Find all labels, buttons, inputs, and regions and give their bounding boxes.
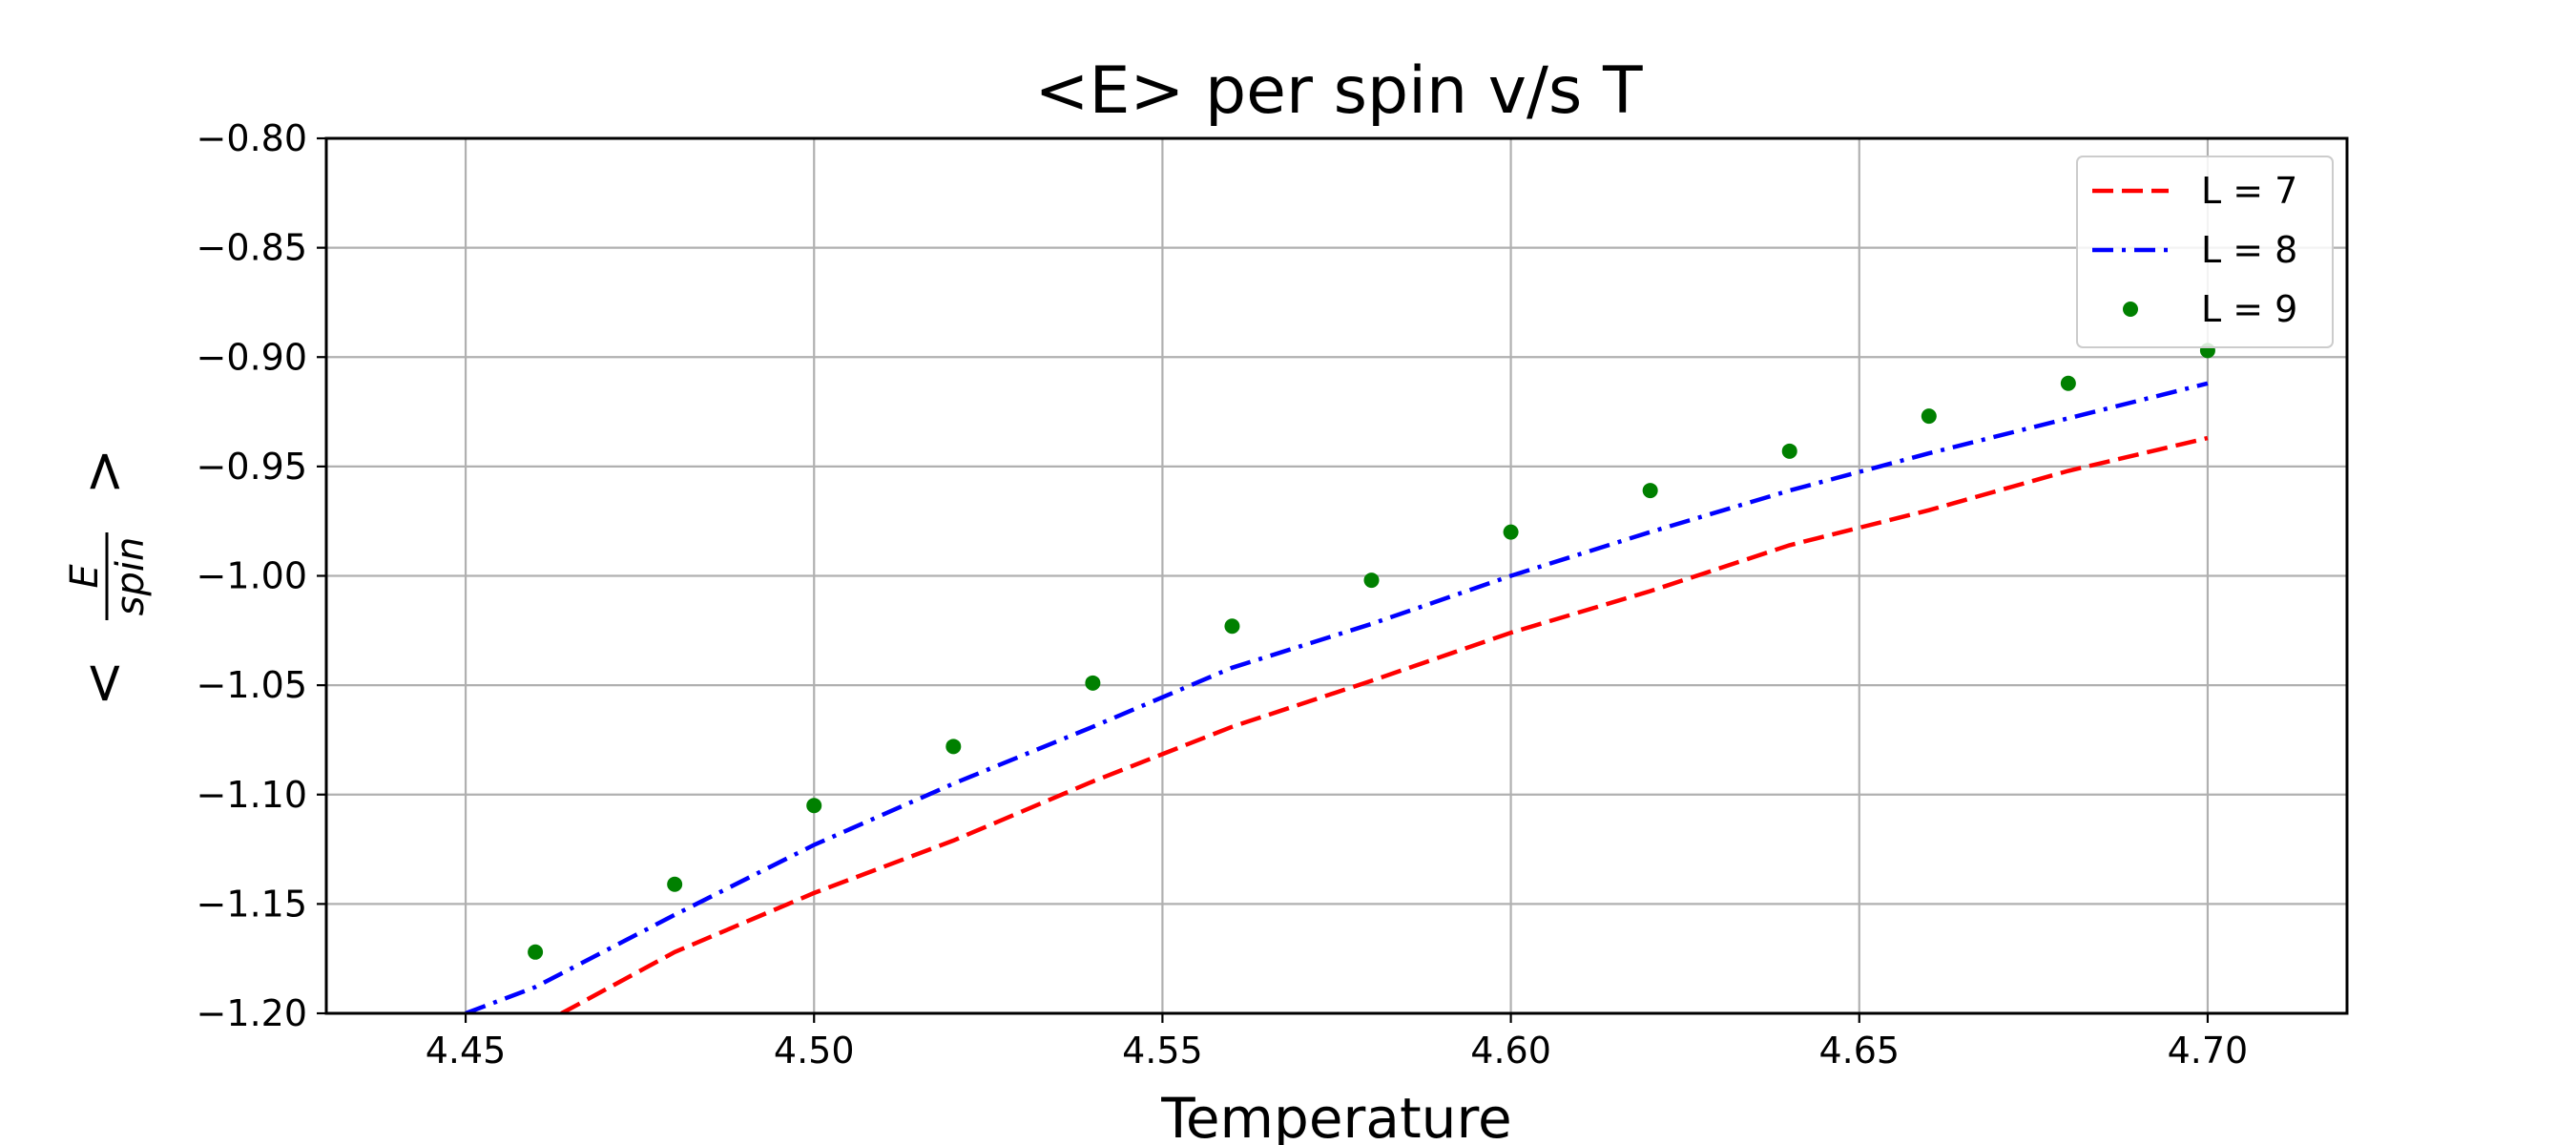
series-3-point xyxy=(1224,618,1240,635)
series-2-line xyxy=(465,381,2209,1013)
x-tick-label: 4.50 xyxy=(774,1030,855,1072)
legend-label-1: L = 7 xyxy=(2201,170,2297,212)
ticks: 4.45 4.50 4.55 4.60 4.65 4.70 −0.80 −0.85 −0.90 −… xyxy=(197,117,2249,1072)
legend-label-2: L = 8 xyxy=(2201,229,2297,271)
x-tick-label: 4.70 xyxy=(2168,1030,2249,1072)
series-3-point xyxy=(945,739,962,755)
series-3-point xyxy=(667,876,683,892)
y-axis-label-lt: < xyxy=(71,660,135,707)
y-axis-label-numerator: E xyxy=(63,564,107,589)
legend-label-3: L = 9 xyxy=(2201,288,2297,330)
y-tick-label: −1.00 xyxy=(197,555,307,597)
series-1-line xyxy=(556,435,2209,1013)
grid xyxy=(326,136,2347,1015)
legend-box xyxy=(2076,156,2334,348)
y-tick-label: −0.95 xyxy=(197,446,307,488)
y-tick-label: −0.80 xyxy=(197,117,307,159)
legend: L = 7 L = 8 L = 9 xyxy=(2076,156,2334,348)
chart-title: <E> per spin v/s T xyxy=(1034,53,1642,129)
y-tick-label: −1.20 xyxy=(197,992,307,1034)
series-3-point xyxy=(1363,572,1380,589)
series-3-point xyxy=(1085,675,1101,691)
series-layer xyxy=(465,343,2215,1013)
y-tick-label: −0.90 xyxy=(197,336,307,378)
series-3-point xyxy=(1781,443,1797,459)
y-tick-label: −1.05 xyxy=(197,664,307,706)
legend-marker-3 xyxy=(2123,302,2138,317)
y-tick-label: −0.85 xyxy=(197,227,307,269)
x-axis-label: Temperature xyxy=(1160,1086,1511,1145)
series-3-point xyxy=(806,798,822,814)
series-3-point xyxy=(1921,408,1937,425)
series-3-point xyxy=(2060,375,2076,391)
x-tick-label: 4.55 xyxy=(1122,1030,1203,1072)
y-axis-label-gt: > xyxy=(71,448,135,495)
x-tick-label: 4.65 xyxy=(1818,1030,1900,1072)
y-axis-label: < E spin > xyxy=(63,448,153,707)
series-3-point xyxy=(1642,483,1658,499)
y-axis-label-denominator: spin xyxy=(109,537,153,616)
series-3-point xyxy=(1503,524,1519,540)
y-tick-label: −1.15 xyxy=(197,883,307,925)
y-tick-label: −1.10 xyxy=(197,774,307,816)
x-tick-label: 4.60 xyxy=(1470,1030,1551,1072)
x-tick-label: 4.45 xyxy=(426,1030,507,1072)
series-3-point xyxy=(528,944,544,960)
